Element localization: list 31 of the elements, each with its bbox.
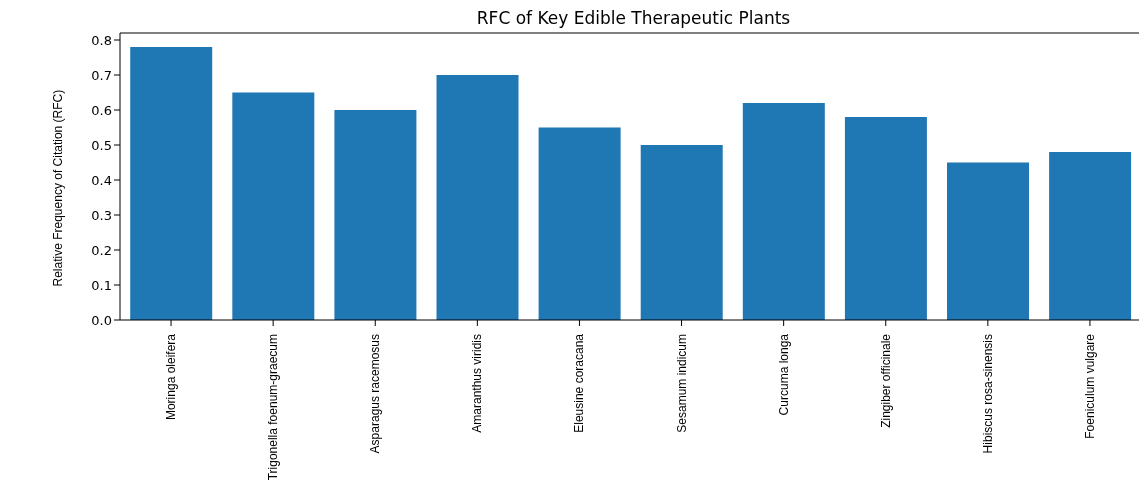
x-tick-label: Moringa oleifera: [164, 333, 179, 421]
y-tick-label: 0.2: [91, 242, 112, 258]
bar: [436, 75, 519, 320]
bar: [640, 145, 723, 320]
bar: [947, 162, 1030, 320]
x-tick-label: Amaranthus viridis: [470, 334, 485, 433]
chart-title: RFC of Key Edible Therapeutic Plants: [475, 8, 792, 28]
x-tick-label: Foeniculum vulgare: [1082, 333, 1097, 439]
bar: [130, 47, 213, 320]
x-tick-label: Curcuma longa: [776, 333, 791, 416]
y-axis-title: Relative Frequency of Citation (RFC): [51, 89, 66, 287]
x-tick-label: Zingiber officinale: [878, 333, 893, 428]
y-tick-label: 0.3: [91, 207, 112, 223]
bar: [844, 117, 927, 320]
bar: [538, 127, 621, 320]
y-tick-label: 0.4: [91, 172, 112, 188]
x-tick-label: Eleusine coracana: [572, 333, 587, 433]
x-tick-label: Asparagus racemosus: [368, 334, 383, 454]
y-tick-label: 0.0: [91, 312, 112, 328]
bar: [334, 110, 417, 320]
x-tick-label: Trigonella foenum-graecum: [266, 334, 281, 481]
bar: [742, 103, 825, 320]
x-tick-label: Sesamum indicum: [674, 334, 689, 433]
y-tick-label: 0.5: [91, 137, 112, 153]
y-tick-label: 0.8: [91, 32, 112, 48]
bar: [232, 92, 315, 320]
y-tick-label: 0.7: [91, 67, 112, 83]
y-tick-label: 0.1: [91, 277, 112, 293]
bar: [1049, 152, 1132, 320]
x-tick-label: Hibiscus rosa-sinensis: [980, 334, 995, 454]
y-tick-label: 0.6: [91, 102, 112, 118]
